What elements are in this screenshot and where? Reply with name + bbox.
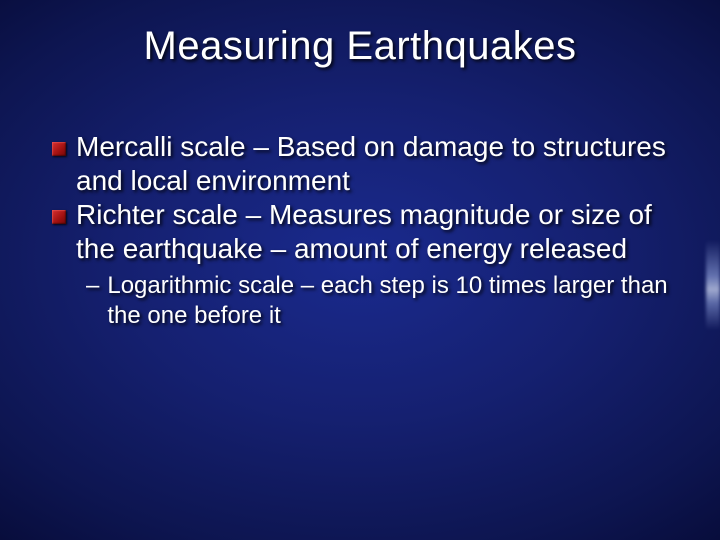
bullet-item: Richter scale – Measures magnitude or si… <box>52 198 672 266</box>
sub-bullet-item: – Logarithmic scale – each step is 10 ti… <box>86 271 672 331</box>
slide: Measuring Earthquakes Mercalli scale – B… <box>0 0 720 540</box>
dash-bullet-icon: – <box>86 271 99 301</box>
sub-bullet-text: Logarithmic scale – each step is 10 time… <box>107 271 672 331</box>
bullet-text: Richter scale – Measures magnitude or si… <box>76 198 672 266</box>
slide-content: Mercalli scale – Based on damage to stru… <box>52 130 672 331</box>
bullet-item: Mercalli scale – Based on damage to stru… <box>52 130 672 198</box>
slide-title: Measuring Earthquakes <box>0 24 720 69</box>
square-bullet-icon <box>52 142 66 156</box>
edge-highlight <box>706 240 720 330</box>
bullet-text: Mercalli scale – Based on damage to stru… <box>76 130 672 198</box>
square-bullet-icon <box>52 210 66 224</box>
